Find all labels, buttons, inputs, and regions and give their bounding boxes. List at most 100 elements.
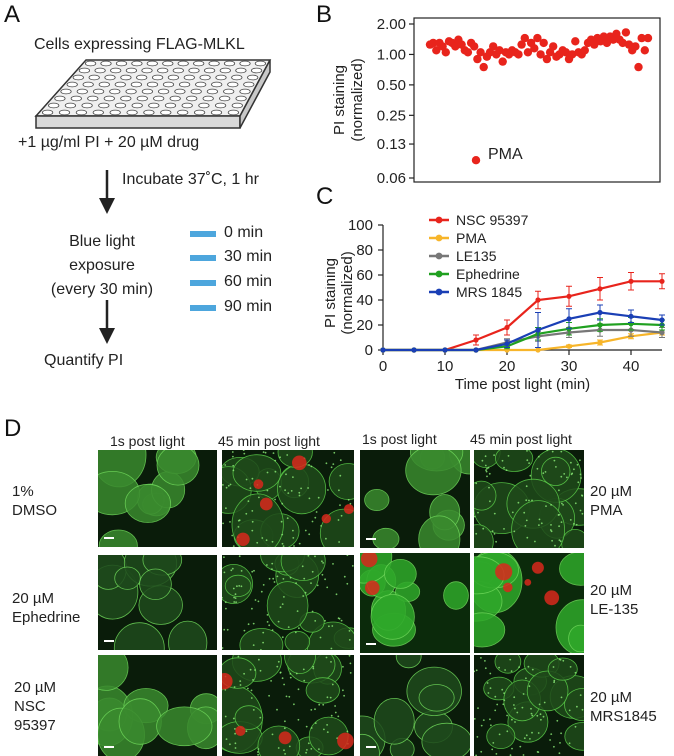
panel-c-letter: C [316,183,334,210]
plate-well [206,88,218,95]
plate-well [136,95,148,102]
data-point [659,278,665,284]
micrograph-image [222,555,354,650]
scatter-point [520,33,529,43]
y-tick-label: 80 [356,242,373,259]
condition-dmso: 1% DMSO [12,482,57,520]
data-point [597,309,603,316]
y-tick-label: 0.13 [377,136,406,153]
micrograph-image [360,450,470,548]
legend-swatch-dot [435,216,443,224]
plate-well [93,88,105,95]
plate-well [85,60,97,67]
legend-swatch-dot [435,252,443,260]
pma-outlier-point [471,156,481,165]
scatter-point [637,33,646,43]
scatter-point [561,48,571,57]
plate-well [235,67,247,74]
scatter-point [634,62,643,72]
light-bar [190,280,216,286]
panel-d-letter: D [4,415,22,442]
legend-label: LE135 [456,248,497,264]
reagents-label: +1 µg/ml PI + 20 µM drug [18,134,200,151]
scatter-point [441,48,450,57]
micrograph-image [474,450,584,548]
plate-well [208,60,220,67]
plate-well [157,67,169,74]
condition-line: DMSO [12,502,57,519]
incubate-label: Incubate 37˚C, 1 hr [122,171,259,188]
condition-line: 20 µM [590,582,632,599]
plate-well [169,95,181,102]
plate-well [211,81,223,88]
data-point [473,337,479,343]
plate-well [243,81,255,88]
plate-well [204,67,216,74]
exposure-line-2: exposure [69,257,135,274]
data-point [659,317,665,323]
y-tick-label: 0.25 [377,107,406,124]
condition-pma: 20 µM PMA [590,482,632,520]
scatter-point [590,40,599,49]
scatter-point [580,46,589,55]
plate-well [227,81,239,88]
plate-well [54,95,66,102]
light-bar [190,305,216,311]
legend-swatch-dot [435,270,443,278]
y-tick-label: 1.00 [377,46,406,63]
plate-well [126,109,138,116]
data-point [535,347,541,353]
plate-well [164,102,177,109]
plate-well [114,102,127,109]
plate-well [186,95,198,102]
data-point [380,347,386,353]
y-tick-label: 20 [356,317,373,334]
plate-well [172,67,184,74]
scale-bar [104,746,114,748]
data-point [411,347,417,353]
plate-well [42,109,54,116]
plate-well [114,81,126,88]
scatter-point [476,48,485,57]
plate-well [174,88,186,95]
plate-well [141,88,153,95]
data-point [535,297,541,303]
plate-well [70,95,82,102]
legend-label: NSC 95397 [456,212,529,228]
y-tick-label: 0 [365,342,373,359]
scatter-point [599,32,608,41]
plate-wells [42,60,266,116]
quantify-label: Quantify PI [44,352,124,369]
plate-well [194,109,206,116]
plate-well [92,109,104,116]
y-tick-label: 100 [348,217,373,234]
plate-well [152,74,164,81]
plate-well [146,81,159,88]
plate-well [158,88,170,95]
arrow-down-icon [99,170,115,214]
light-time: 90 min [224,298,273,315]
condition-line: 20 µM [12,590,54,607]
scatter-point [621,28,631,37]
arrow-down-icon [99,300,115,344]
plate-well [125,67,138,74]
plate-well [181,102,193,109]
series-mrs-1845 [380,304,665,353]
plate-well [223,60,236,67]
plate-well [100,60,112,67]
micrograph-image [360,553,470,653]
plate-well [223,88,235,95]
plate-well [162,60,174,67]
plate-well [82,81,94,88]
scatter-point [451,42,460,51]
col-header-1s-left: 1s post light [110,433,185,449]
condition-line: Ephedrine [12,609,81,626]
condition-line: 1% [12,483,34,500]
data-point [535,327,541,333]
scatter-point [536,50,545,59]
plate-well [210,109,223,116]
plate-well [120,95,132,102]
col-header-1s-right: 1s post light [362,431,437,447]
condition-line: NSC [14,698,46,715]
pi-timecourse-chart: PI staining (normalized) 0 20 40 60 80 100 0 10… [325,212,665,393]
